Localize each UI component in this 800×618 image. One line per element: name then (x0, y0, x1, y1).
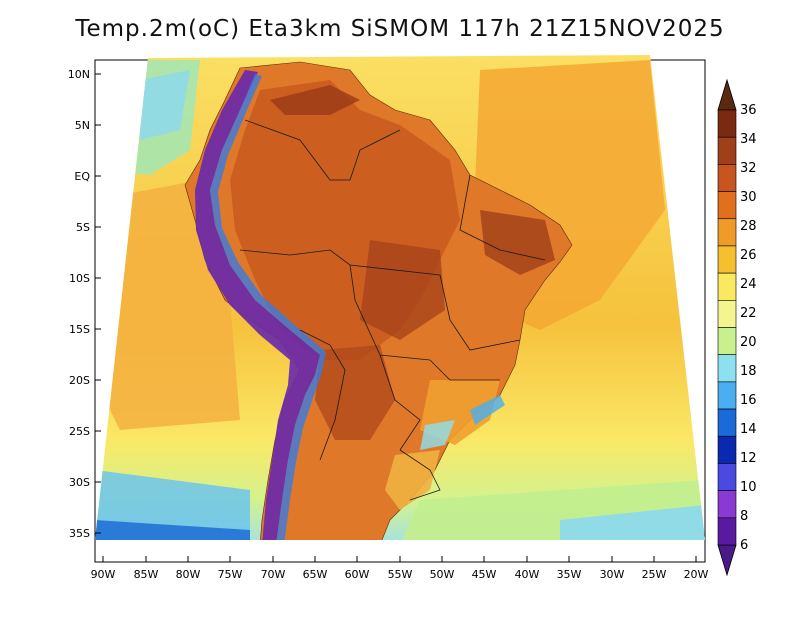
colorbar-cell (717, 354, 737, 383)
lat-label: EQ (74, 170, 90, 183)
colorbar-cell (717, 164, 737, 192)
colorbar-label: 12 (740, 451, 757, 466)
colorbar-cell (717, 327, 737, 355)
colorbar: 36 34 32 30 28 26 24 22 20 18 16 14 12 1… (717, 78, 757, 577)
colorbar-label: 14 (740, 422, 757, 437)
lon-label: 30W (600, 568, 625, 581)
colorbar-cell (717, 191, 737, 220)
longitude-ticks (102, 556, 697, 562)
latitude-ticks (95, 73, 101, 534)
colorbar-label: 26 (740, 248, 757, 263)
colorbar-label: 36 (740, 103, 757, 118)
colorbar-label: 24 (740, 277, 757, 292)
lon-label: 85W (134, 568, 159, 581)
lon-label: 45W (472, 568, 497, 581)
colorbar-label: 34 (740, 132, 757, 147)
colorbar-label: 32 (740, 161, 757, 176)
colorbar-label: 22 (740, 306, 757, 321)
lat-label: 15S (69, 323, 90, 336)
colorbar-cell (717, 218, 737, 247)
lon-label: 80W (176, 568, 201, 581)
lon-label: 25W (642, 568, 667, 581)
colorbar-cell (717, 381, 737, 410)
lon-label: 50W (430, 568, 455, 581)
colorbar-bottom-arrow (717, 544, 737, 577)
colorbar-cell (717, 300, 737, 328)
lon-label: 70W (261, 568, 286, 581)
lat-label: 35S (69, 527, 90, 540)
lon-label: 65W (303, 568, 328, 581)
colorbar-label: 16 (740, 393, 757, 408)
lat-label: 5N (75, 119, 90, 132)
colorbar-cell (717, 517, 737, 546)
lon-label: 90W (91, 568, 116, 581)
lon-label: 20W (684, 568, 709, 581)
colorbar-cell (717, 109, 737, 138)
lat-label: 10S (69, 272, 90, 285)
colorbar-top-arrow (717, 78, 737, 111)
lat-label: 20S (69, 374, 90, 387)
colorbar-cell (717, 408, 737, 437)
colorbar-label: 28 (740, 219, 757, 234)
latitude-axis: 10N 5N EQ 5S 10S 15S 20S 25S 30S 35S (68, 68, 91, 540)
colorbar-cell (717, 435, 737, 464)
colorbar-label: 10 (740, 480, 757, 495)
lat-label: 30S (69, 476, 90, 489)
lon-label: 60W (345, 568, 370, 581)
colorbar-label: 18 (740, 364, 757, 379)
lon-label: 35W (557, 568, 582, 581)
colorbar-cell (717, 272, 737, 301)
colorbar-cell (717, 490, 737, 519)
model-domain (95, 55, 705, 540)
lat-label: 10N (68, 68, 90, 81)
colorbar-cell (717, 136, 737, 165)
political-boundaries (239, 119, 546, 501)
lon-label: 40W (515, 568, 540, 581)
colorbar-label: 20 (740, 335, 757, 350)
colorbar-label: 6 (740, 538, 748, 553)
colorbar-cell (717, 245, 737, 274)
colorbar-label: 8 (740, 509, 748, 524)
lon-label: 75W (218, 568, 243, 581)
colorbar-label: 30 (740, 190, 757, 205)
longitude-axis: 90W 85W 80W 75W 70W 65W 60W 55W 50W 45W … (91, 568, 709, 581)
chart-title: Temp.2m(oC) Eta3km SiSMOM 117h 21Z15NOV2… (75, 16, 725, 42)
andes-cordillera (195, 70, 320, 540)
colorbar-cell (717, 463, 737, 491)
lon-label: 55W (388, 568, 413, 581)
lat-label: 5S (76, 221, 90, 234)
lat-label: 25S (69, 425, 90, 438)
